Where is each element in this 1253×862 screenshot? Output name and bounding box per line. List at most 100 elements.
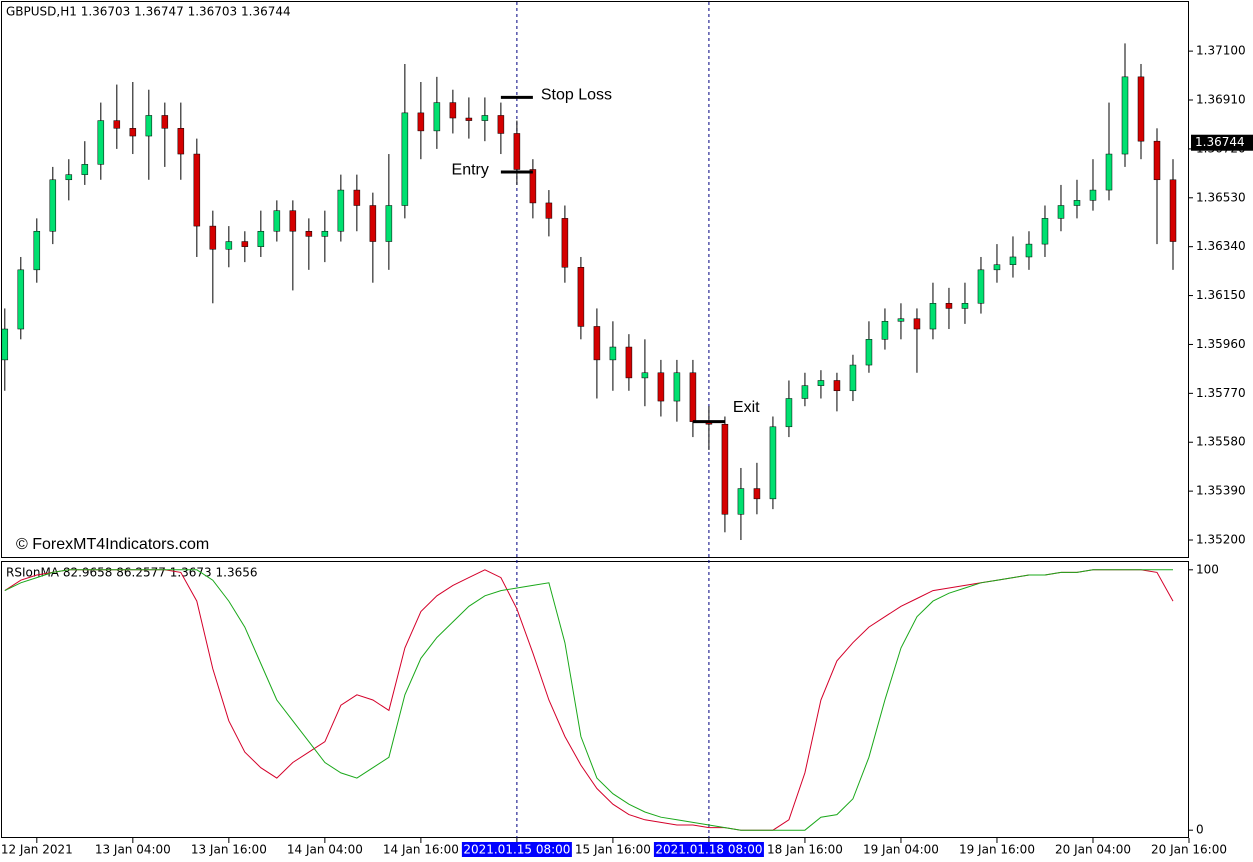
- candle-body: [1009, 256, 1017, 265]
- candle-body: [849, 364, 857, 392]
- candle-body: [673, 372, 681, 402]
- candle-body: [881, 321, 889, 340]
- candle-body: [961, 303, 969, 309]
- candle-body: [1121, 76, 1129, 155]
- candle-body: [801, 385, 809, 399]
- y-tick-label: 1.36340: [1196, 239, 1246, 253]
- candle-body: [481, 115, 489, 121]
- candle-body: [209, 225, 217, 250]
- candle-body: [161, 115, 169, 129]
- y-tick-label: 1.35390: [1196, 484, 1246, 498]
- candle-body: [721, 423, 729, 515]
- y-tick-label: 1.35960: [1196, 337, 1246, 351]
- y-tick-label: 1.35580: [1196, 435, 1246, 449]
- candle-body: [1041, 218, 1049, 245]
- candle-body: [929, 303, 937, 330]
- y-tick-label: 1.35770: [1196, 386, 1246, 400]
- candle-body: [1057, 205, 1065, 219]
- x-tick-label: 14 Jan 16:00: [383, 843, 459, 857]
- candle-body: [241, 241, 249, 247]
- x-tick-label: 2021.01.15 08:00: [463, 843, 570, 857]
- candle-body: [17, 269, 25, 330]
- candle-body: [529, 169, 537, 204]
- candle-body: [257, 230, 265, 247]
- y-tick-label: 1.35200: [1196, 533, 1246, 547]
- x-tick-highlight: [461, 842, 572, 857]
- x-tick-label: 2021.01.18 08:00: [655, 843, 762, 857]
- candle-body: [273, 210, 281, 232]
- candle-body: [353, 189, 361, 206]
- candle-body: [977, 269, 985, 304]
- candle-body: [817, 380, 825, 386]
- candle-body: [177, 128, 185, 155]
- y-tick-label: 1.36150: [1196, 288, 1246, 302]
- x-tick-highlight: [653, 842, 764, 857]
- candle-body: [1089, 189, 1097, 201]
- candle-body: [593, 326, 601, 361]
- candle-body: [49, 179, 57, 232]
- candle-body: [641, 372, 649, 379]
- candle-body: [833, 380, 841, 392]
- annotation-label: Entry: [452, 161, 489, 178]
- candle-body: [897, 318, 905, 322]
- x-tick-label: 18 Jan 16:00: [767, 843, 843, 857]
- x-tick-label: 14 Jan 04:00: [287, 843, 363, 857]
- candle-body: [1105, 153, 1113, 191]
- x-tick-label: 19 Jan 16:00: [959, 843, 1035, 857]
- candle-body: [289, 210, 297, 232]
- candle-body: [993, 264, 1001, 271]
- candle-body: [737, 488, 745, 515]
- chart-title: GBPUSD,H1 1.36703 1.36747 1.36703 1.3674…: [6, 5, 291, 19]
- candle-body: [113, 120, 121, 129]
- price-pane: [1, 1, 1189, 558]
- x-tick-label: 13 Jan 04:00: [95, 843, 171, 857]
- candle-body: [497, 115, 505, 134]
- candle-body: [465, 117, 473, 121]
- candle-body: [369, 205, 377, 242]
- candle-body: [609, 346, 617, 361]
- candle-body: [769, 426, 777, 500]
- annotation-label: Stop Loss: [541, 87, 612, 104]
- x-tick-label: 20 Jan 16:00: [1151, 843, 1227, 857]
- candle-body: [689, 372, 697, 422]
- candle-body: [913, 318, 921, 330]
- candle-body: [545, 202, 553, 219]
- candle-body: [785, 398, 793, 428]
- y-tick-label: 1.37100: [1196, 44, 1246, 58]
- candle-body: [433, 102, 441, 132]
- candle-body: [193, 153, 201, 227]
- last-price-label: 1.36744: [1195, 135, 1245, 149]
- candle-body: [513, 133, 521, 170]
- candle-body: [1073, 200, 1081, 206]
- candle-body: [385, 205, 393, 242]
- watermark: © ForexMT4Indicators.com: [16, 536, 209, 553]
- candle-body: [225, 241, 233, 250]
- candle-body: [945, 303, 953, 309]
- candle-body: [657, 372, 665, 402]
- candle-body: [81, 164, 89, 175]
- candle-body: [1, 328, 9, 361]
- candle-body: [1169, 179, 1177, 242]
- candle-body: [1137, 76, 1145, 142]
- candle-body: [97, 120, 105, 165]
- candle-body: [401, 112, 409, 206]
- candle-body: [305, 230, 313, 237]
- indicator-title: RSIonMA 82.9658 86.2577 1.3673 1.3656: [6, 566, 257, 580]
- candle-body: [625, 346, 633, 379]
- indicator-line: [4, 569, 1173, 831]
- y-tick-label: 1.36910: [1196, 93, 1246, 107]
- candle-body: [337, 189, 345, 232]
- x-tick-label: 20 Jan 04:00: [1055, 843, 1131, 857]
- y-tick-label: 100: [1196, 562, 1219, 576]
- candle-body: [865, 339, 873, 366]
- x-tick-label: 12 Jan 2021: [1, 843, 73, 857]
- candle-body: [145, 115, 153, 137]
- candle-body: [1153, 140, 1161, 181]
- x-tick-label: 15 Jan 16:00: [575, 843, 651, 857]
- x-tick-label: 13 Jan 16:00: [191, 843, 267, 857]
- last-price-box: [1191, 134, 1253, 151]
- candle-body: [417, 112, 425, 132]
- candle-body: [33, 230, 41, 271]
